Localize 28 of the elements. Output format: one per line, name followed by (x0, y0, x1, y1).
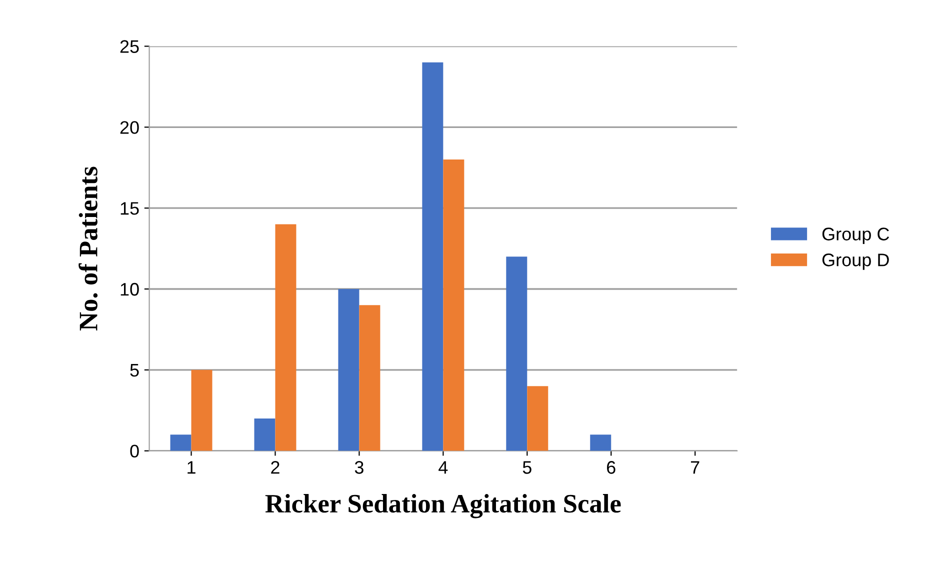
x-tick-label: 2 (271, 461, 280, 474)
y-tick-label: 15 (120, 202, 139, 215)
bar (443, 160, 464, 451)
bar (338, 289, 360, 451)
y-tick-label: 20 (120, 121, 139, 134)
bar (359, 305, 380, 451)
bar (590, 434, 612, 451)
bar (275, 224, 296, 451)
x-tick-label: 4 (438, 461, 448, 474)
x-tick-label: 6 (607, 461, 616, 474)
x-tick-label: 1 (188, 461, 196, 474)
bar (506, 256, 528, 451)
legend-label: Group D (822, 254, 889, 270)
bar (170, 434, 192, 451)
x-axis-title: Ricker Sedation Agitation Scale (265, 494, 621, 518)
y-tick-label: 0 (130, 444, 139, 458)
y-tick-label: 10 (120, 282, 139, 296)
y-tick-label: 25 (120, 40, 139, 53)
bar (527, 386, 548, 451)
y-tick-label: 5 (130, 364, 139, 377)
y-axis-title: No. of Patients (78, 166, 98, 330)
x-tick-label: 7 (690, 461, 700, 474)
bar (422, 62, 444, 451)
x-tick-label: 3 (354, 461, 364, 474)
bar (254, 418, 276, 451)
x-tick-label: 5 (522, 461, 532, 474)
bar (191, 370, 212, 451)
legend-label: Group C (822, 228, 890, 244)
